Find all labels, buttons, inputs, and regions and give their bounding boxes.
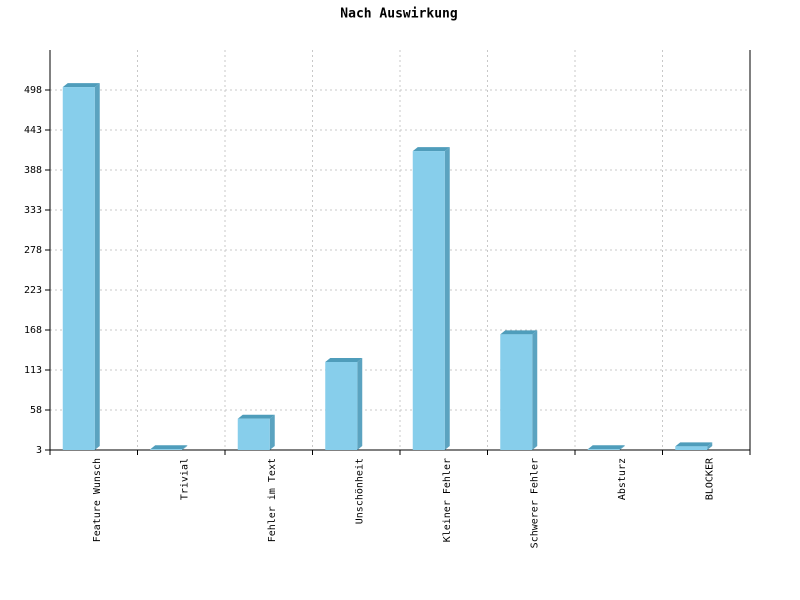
y-tick-label: 223 <box>24 285 42 296</box>
bar <box>500 334 533 450</box>
bar <box>325 362 358 450</box>
bar <box>62 87 95 450</box>
x-tick-label: BLOCKER <box>704 457 715 500</box>
bar-side <box>269 414 275 450</box>
bar-top <box>500 330 538 335</box>
bar-side <box>94 83 100 450</box>
bar-side <box>182 445 188 450</box>
bar-top <box>412 147 450 152</box>
bar-side <box>444 147 450 450</box>
x-tick-label: Unschönheit <box>354 458 365 524</box>
y-tick-label: 168 <box>24 325 42 336</box>
y-tick-label: 278 <box>24 245 42 256</box>
y-tick-label: 333 <box>24 205 42 216</box>
bar <box>412 151 445 450</box>
bar-side <box>532 330 538 450</box>
bar-side <box>707 442 713 450</box>
bar-side <box>357 358 363 450</box>
bar-top <box>237 414 275 419</box>
y-tick-label: 58 <box>30 405 42 416</box>
bar-top <box>150 445 188 450</box>
chart-title: Nach Auswirkung <box>340 7 457 22</box>
x-tick-label: Feature Wunsch <box>92 458 103 542</box>
x-tick-label: Schwerer Fehler <box>529 458 540 548</box>
y-tick-label: 388 <box>24 165 42 176</box>
bar <box>675 446 708 450</box>
bar-top <box>62 83 100 88</box>
y-tick-label: 113 <box>24 365 42 376</box>
x-tick-label: Kleiner Fehler <box>442 458 453 542</box>
x-tick-label: Trivial <box>179 458 190 500</box>
x-tick-label: Absturz <box>617 458 628 500</box>
bar <box>237 418 270 450</box>
y-tick-label: 498 <box>24 85 42 96</box>
x-tick-label: Fehler im Text <box>267 458 278 542</box>
bar-top <box>587 445 625 450</box>
y-tick-label: 443 <box>24 125 42 136</box>
bar-top <box>675 442 713 447</box>
bar <box>587 449 620 450</box>
bar-side <box>619 445 625 450</box>
bar-top <box>325 358 363 362</box>
bar <box>150 449 183 450</box>
y-tick-label: 3 <box>36 445 42 456</box>
